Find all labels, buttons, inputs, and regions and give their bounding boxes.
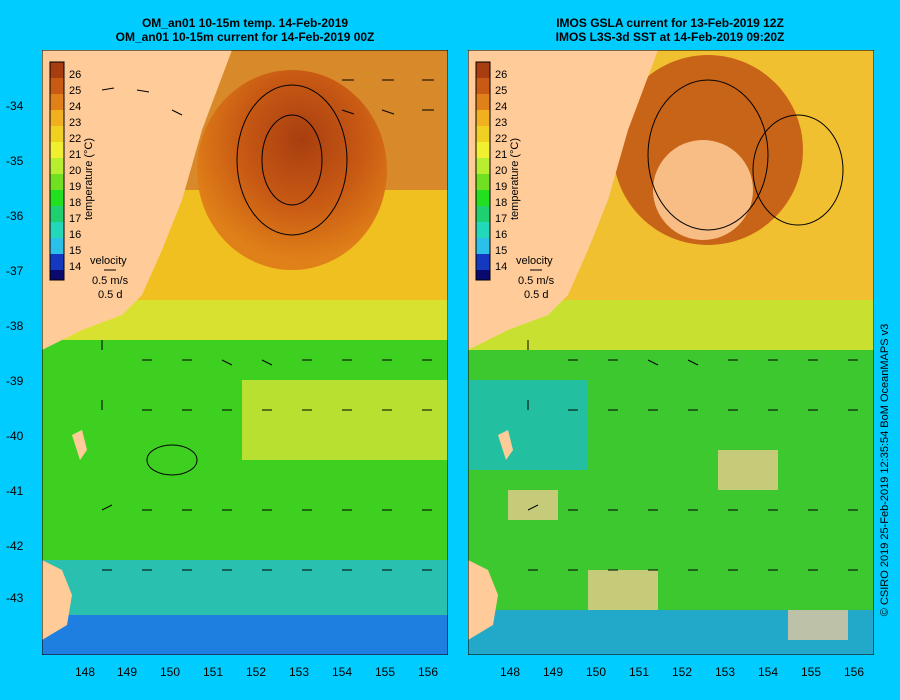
lat-tick: -42 — [6, 539, 24, 553]
left-colorbar — [49, 61, 65, 281]
cloud-gap — [718, 450, 778, 490]
lon-tick: 151 — [203, 665, 224, 679]
lon-tick: 153 — [715, 665, 736, 679]
lon-tick: 151 — [629, 665, 650, 679]
left-title-line1: OM_an01 10-15m temp. 14-Feb-2019 — [141, 16, 349, 30]
colorbar-tick: 15 — [495, 245, 507, 257]
colorbar-tick: 16 — [495, 229, 507, 241]
land-tasmania — [468, 560, 498, 640]
velocity-legend-title: velocity — [516, 255, 553, 267]
colorbar-tick: 25 — [495, 85, 507, 97]
teal-zone — [468, 380, 588, 470]
colorbar-tick: 19 — [495, 181, 507, 193]
colorbar-tick: 21 — [495, 149, 507, 161]
cool-zone — [42, 560, 448, 620]
colorbar-tick: 23 — [495, 117, 507, 129]
lat-tick: -40 — [6, 429, 24, 443]
lat-tick: -34 — [6, 99, 24, 113]
cold-zone — [42, 615, 448, 655]
colorbar-tick: 22 — [69, 133, 81, 145]
left-colorbar-ticks: 26 25 24 23 22 21 20 19 18 17 16 15 14 t… — [69, 69, 129, 301]
land-tasmania — [42, 560, 72, 640]
colorbar-tick: 24 — [69, 101, 81, 113]
colorbar-tick: 20 — [495, 165, 507, 177]
land-island — [498, 430, 513, 460]
land-mainland — [42, 50, 232, 350]
colorbar-tick: 26 — [69, 69, 81, 81]
cloud-gap — [653, 140, 753, 240]
colorbar-tick: 16 — [69, 229, 81, 241]
lon-tick: 154 — [332, 665, 353, 679]
right-map-panel: 26 25 24 23 22 21 20 19 18 17 16 15 14 t… — [468, 50, 874, 655]
lat-tick: -41 — [6, 484, 24, 498]
colorbar-tick: 18 — [495, 197, 507, 209]
right-colorbar — [475, 61, 491, 281]
lon-tick: 155 — [375, 665, 396, 679]
warm-core-eddy — [197, 70, 387, 270]
left-map: 26 25 24 23 22 21 20 19 18 17 16 15 14 t… — [42, 50, 448, 655]
lon-tick: 150 — [160, 665, 181, 679]
colorbar-tick: 23 — [69, 117, 81, 129]
velocity-legend-title: velocity — [90, 255, 127, 267]
lon-tick: 150 — [586, 665, 607, 679]
colorbar-tick: 21 — [69, 149, 81, 161]
colorbar-tick: 19 — [69, 181, 81, 193]
colorbar-tick: 17 — [69, 213, 81, 225]
lat-tick: -35 — [6, 154, 24, 168]
lat-tick: -36 — [6, 209, 24, 223]
lon-tick: 149 — [543, 665, 564, 679]
land-mainland — [468, 50, 658, 350]
right-title: IMOS GSLA current for 13-Feb-2019 12Z IM… — [465, 16, 875, 44]
right-title-line2: IMOS L3S-3d SST at 14-Feb-2019 09:20Z — [555, 30, 785, 44]
credit-text: © CSIRO 2019 25-Feb-2019 12:35:54 BoM Oc… — [879, 323, 891, 617]
colorbar-label: temperature (°C) — [509, 138, 521, 220]
velocity-legend-duration: 0.5 d — [524, 289, 548, 301]
current-vectors — [101, 79, 434, 571]
current-vectors — [527, 79, 858, 571]
cloud-gap — [788, 610, 848, 640]
colorbar-tick: 17 — [495, 213, 507, 225]
left-title-line2: OM_an01 10-15m current for 14-Feb-2019 0… — [115, 30, 375, 44]
right-map: 26 25 24 23 22 21 20 19 18 17 16 15 14 t… — [468, 50, 874, 655]
colorbar-tick: 20 — [69, 165, 81, 177]
lat-tick: -37 — [6, 264, 24, 278]
colorbar-tick: 14 — [69, 261, 81, 273]
lat-tick: -43 — [6, 591, 24, 605]
cloud-gap — [508, 490, 558, 520]
colorbar-tick: 14 — [495, 261, 507, 273]
lon-tick: 156 — [844, 665, 865, 679]
lon-tick: 152 — [672, 665, 693, 679]
velocity-legend-speed: 0.5 m/s — [92, 275, 129, 287]
left-title: OM_an01 10-15m temp. 14-Feb-2019 OM_an01… — [40, 16, 450, 44]
land-island — [72, 430, 87, 460]
colorbar-tick: 24 — [495, 101, 507, 113]
lon-tick: 152 — [246, 665, 267, 679]
lon-tick: 148 — [500, 665, 521, 679]
velocity-legend-duration: 0.5 d — [98, 289, 122, 301]
colorbar-tick: 25 — [69, 85, 81, 97]
lat-tick: -39 — [6, 374, 24, 388]
lon-tick: 156 — [418, 665, 439, 679]
right-title-line1: IMOS GSLA current for 13-Feb-2019 12Z — [556, 16, 784, 30]
right-colorbar-ticks: 26 25 24 23 22 21 20 19 18 17 16 15 14 t… — [495, 69, 555, 301]
green-zone — [42, 340, 448, 590]
cloud-gap — [588, 570, 658, 610]
velocity-legend-speed: 0.5 m/s — [518, 275, 555, 287]
colorbar-tick: 26 — [495, 69, 507, 81]
left-map-panel: 26 25 24 23 22 21 20 19 18 17 16 15 14 t… — [42, 50, 448, 655]
lon-tick: 155 — [801, 665, 822, 679]
colorbar-label: temperature (°C) — [83, 138, 95, 220]
colorbar-tick: 15 — [69, 245, 81, 257]
lon-tick: 149 — [117, 665, 138, 679]
colorbar-tick: 18 — [69, 197, 81, 209]
colorbar-tick: 22 — [495, 133, 507, 145]
lat-tick: -38 — [6, 319, 24, 333]
lon-tick: 154 — [758, 665, 779, 679]
lon-tick: 148 — [75, 665, 96, 679]
green-yellow-zone — [242, 380, 448, 460]
lon-tick: 153 — [289, 665, 310, 679]
